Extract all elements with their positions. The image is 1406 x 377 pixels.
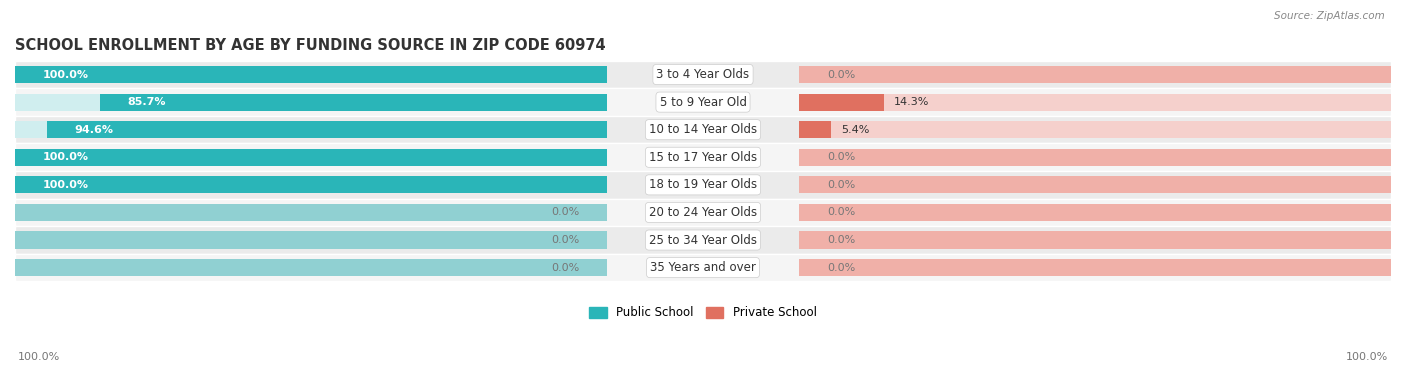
Bar <box>15 149 606 166</box>
Bar <box>800 93 884 111</box>
Bar <box>800 176 820 193</box>
Bar <box>800 149 820 166</box>
Bar <box>15 259 606 276</box>
Bar <box>800 121 1391 138</box>
Bar <box>800 231 1391 248</box>
Bar <box>586 204 606 221</box>
Text: 100.0%: 100.0% <box>18 352 60 362</box>
Text: 94.6%: 94.6% <box>75 125 114 135</box>
Text: 3 to 4 Year Olds: 3 to 4 Year Olds <box>657 68 749 81</box>
Bar <box>46 121 606 138</box>
Bar <box>100 93 606 111</box>
Text: Source: ZipAtlas.com: Source: ZipAtlas.com <box>1274 11 1385 21</box>
Bar <box>15 144 1391 171</box>
Text: 0.0%: 0.0% <box>827 180 855 190</box>
Text: 18 to 19 Year Olds: 18 to 19 Year Olds <box>650 178 756 192</box>
Bar <box>15 254 1391 281</box>
Text: 0.0%: 0.0% <box>827 152 855 162</box>
Text: 15 to 17 Year Olds: 15 to 17 Year Olds <box>650 151 756 164</box>
Bar <box>800 204 820 221</box>
Bar <box>800 93 1391 111</box>
Bar <box>800 66 820 83</box>
Text: 25 to 34 Year Olds: 25 to 34 Year Olds <box>650 233 756 247</box>
Bar <box>15 66 606 83</box>
Bar <box>800 231 820 248</box>
Text: 100.0%: 100.0% <box>42 152 89 162</box>
Bar <box>15 176 606 193</box>
Bar <box>800 66 1391 83</box>
Bar <box>586 259 606 276</box>
Text: 100.0%: 100.0% <box>42 69 89 80</box>
Bar <box>15 204 606 221</box>
Text: SCHOOL ENROLLMENT BY AGE BY FUNDING SOURCE IN ZIP CODE 60974: SCHOOL ENROLLMENT BY AGE BY FUNDING SOUR… <box>15 38 606 53</box>
Bar <box>15 88 1391 116</box>
Bar <box>800 259 1391 276</box>
Text: 0.0%: 0.0% <box>551 235 579 245</box>
Bar <box>800 204 1391 221</box>
Bar <box>586 231 606 248</box>
Bar <box>800 176 1391 193</box>
Bar <box>15 121 606 138</box>
Bar <box>800 259 820 276</box>
Text: 100.0%: 100.0% <box>1346 352 1388 362</box>
Bar <box>15 116 1391 144</box>
Text: 10 to 14 Year Olds: 10 to 14 Year Olds <box>650 123 756 136</box>
Bar <box>800 149 1391 166</box>
Bar <box>15 93 606 111</box>
Bar <box>15 231 606 248</box>
Legend: Public School, Private School: Public School, Private School <box>585 302 821 324</box>
Bar <box>15 176 606 193</box>
Text: 35 Years and over: 35 Years and over <box>650 261 756 274</box>
Text: 0.0%: 0.0% <box>551 207 579 218</box>
Text: 100.0%: 100.0% <box>42 180 89 190</box>
Bar <box>15 226 1391 254</box>
Text: 0.0%: 0.0% <box>827 69 855 80</box>
Bar <box>15 66 606 83</box>
Bar <box>15 61 1391 88</box>
Text: 0.0%: 0.0% <box>827 207 855 218</box>
Text: 85.7%: 85.7% <box>127 97 166 107</box>
Bar <box>15 199 1391 226</box>
Bar <box>800 121 831 138</box>
Bar <box>15 149 606 166</box>
Text: 5 to 9 Year Old: 5 to 9 Year Old <box>659 96 747 109</box>
Text: 0.0%: 0.0% <box>551 263 579 273</box>
Text: 5.4%: 5.4% <box>842 125 870 135</box>
Text: 0.0%: 0.0% <box>827 263 855 273</box>
Text: 0.0%: 0.0% <box>827 235 855 245</box>
Text: 14.3%: 14.3% <box>894 97 929 107</box>
Bar <box>15 171 1391 199</box>
Text: 20 to 24 Year Olds: 20 to 24 Year Olds <box>650 206 756 219</box>
